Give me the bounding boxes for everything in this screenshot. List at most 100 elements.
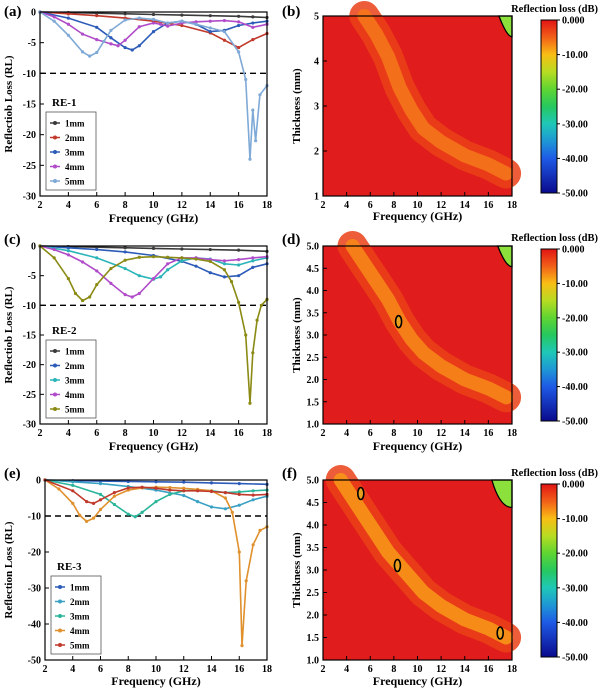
colorbar-tick-label: -10.00 (562, 50, 588, 61)
data-point-4mm (116, 44, 120, 48)
y-tick-label: 3.0 (307, 331, 320, 342)
y-tick-label: -30 (23, 420, 36, 431)
x-tick-label: 18 (507, 200, 517, 211)
y-tick-label: 2.5 (307, 588, 320, 599)
y-tick-label: 2.5 (307, 353, 320, 364)
data-point-5mm (112, 491, 116, 495)
data-point-5mm (237, 50, 241, 54)
series-line-2mm (39, 245, 268, 278)
x-tick-label: 4 (344, 200, 349, 211)
data-point-4mm (251, 543, 255, 547)
data-point-5mm (126, 486, 130, 490)
data-point-3mm (137, 44, 141, 48)
x-tick-label: 10 (413, 664, 423, 675)
x-tick-label: 10 (149, 428, 159, 439)
y-tick-label: -25 (23, 161, 36, 172)
panel-re-3-rl-plot: 2 4 6 8 10 12 14 16 18 0 -10 -20 -30 -40 -50 Frequency … (3, 476, 272, 689)
y-tick-label: -5 (28, 38, 36, 49)
data-point-5mm (222, 30, 227, 34)
data-point-5mm (182, 489, 186, 493)
y-tick-label: 0 (36, 476, 41, 487)
y-tick-label: 5 (314, 12, 319, 23)
y-tick-label: -20 (28, 548, 41, 559)
series-line-5mm (39, 245, 268, 404)
data-point-2mm (251, 265, 255, 269)
data-point-4mm (52, 15, 56, 19)
x-tick-label: 6 (94, 200, 99, 211)
y-tick-label: 4 (314, 57, 319, 68)
data-point-3mm (168, 492, 172, 496)
y-tick-label: -10 (23, 69, 36, 80)
data-point-4mm (237, 550, 241, 554)
data-point-1mm (123, 12, 127, 16)
data-point-3mm (208, 30, 212, 34)
data-point-4mm (151, 277, 156, 281)
contour--10 (394, 314, 403, 329)
data-point-4mm (151, 21, 156, 25)
colorbar-title: Reflection loss (dB) (511, 4, 598, 15)
data-point-5mm (254, 139, 258, 143)
data-point-5mm (154, 486, 158, 490)
y-axis-label: Thickness (mm) (291, 532, 303, 608)
data-point-5mm (140, 485, 144, 489)
heatmap-band-inner (333, 473, 514, 645)
data-point-3mm (95, 256, 99, 260)
colorbar-tick-label: -40.00 (562, 618, 588, 629)
series-line-4mm (39, 11, 268, 47)
data-point-4mm (130, 295, 134, 299)
data-point-3mm (130, 48, 134, 52)
data-point-5mm (209, 489, 214, 494)
data-point-4mm (166, 262, 170, 266)
data-point-4mm (230, 510, 234, 514)
data-point-2mm (98, 482, 103, 486)
data-point-3mm (133, 515, 137, 519)
y-axis-label: Reflection Loss (RL) (3, 521, 15, 618)
data-point-4mm (80, 32, 85, 36)
data-point-4mm (57, 487, 61, 491)
data-point-5mm (95, 50, 99, 55)
x-tick-label: 4 (66, 428, 71, 439)
data-point-2mm (180, 23, 184, 28)
x-tick-label: 18 (262, 428, 272, 439)
x-tick-label: 6 (368, 428, 373, 439)
x-tick-label: 18 (507, 428, 517, 439)
data-point-2mm (251, 38, 255, 42)
y-tick-label: -40 (28, 620, 41, 631)
legend-label-4mm: 4mm (65, 162, 85, 172)
data-point-1mm (151, 12, 156, 17)
legend-marker-3mm (58, 614, 62, 618)
data-point-4mm (123, 293, 127, 297)
y-tick-label: 1.0 (307, 656, 320, 667)
data-point-5mm (244, 77, 248, 82)
series-line-3mm (39, 245, 268, 281)
x-axis-label: Frequency (GHz) (109, 211, 198, 225)
data-point-1mm (237, 14, 241, 18)
data-point-3mm (112, 502, 116, 507)
contour--10 (393, 558, 402, 573)
data-point-3mm (158, 275, 163, 279)
y-axis-label: Reflectiob Loss (RL) (3, 55, 15, 152)
colorbar: Reflection loss (dB)0.000 -10.00 -20.00 -30… (511, 468, 598, 664)
x-tick-label: 12 (177, 428, 187, 439)
x-tick-label: 18 (262, 200, 272, 211)
series-line-3mm (39, 11, 268, 51)
data-point-3mm (237, 490, 241, 494)
legend-label-4mm: 4mm (65, 390, 85, 400)
data-point-5mm (251, 493, 255, 497)
data-point-4mm (166, 24, 170, 28)
data-point-3mm (66, 249, 70, 253)
colorbar-tick-label: -10.00 (562, 279, 588, 290)
data-point-5mm (85, 500, 89, 504)
data-point-5mm (259, 303, 263, 307)
x-tick-label: 16 (234, 200, 244, 211)
y-tick-label: 4.0 (307, 286, 320, 297)
x-tick-label: 14 (460, 664, 470, 675)
data-point-5mm (244, 333, 248, 337)
x-tick-label: 2 (321, 200, 326, 211)
data-point-2mm (66, 246, 70, 250)
y-tick-label: 3 (314, 102, 319, 113)
legend-marker-2mm (58, 599, 62, 604)
x-tick-label: 10 (151, 664, 161, 675)
data-point-2mm (208, 271, 212, 275)
